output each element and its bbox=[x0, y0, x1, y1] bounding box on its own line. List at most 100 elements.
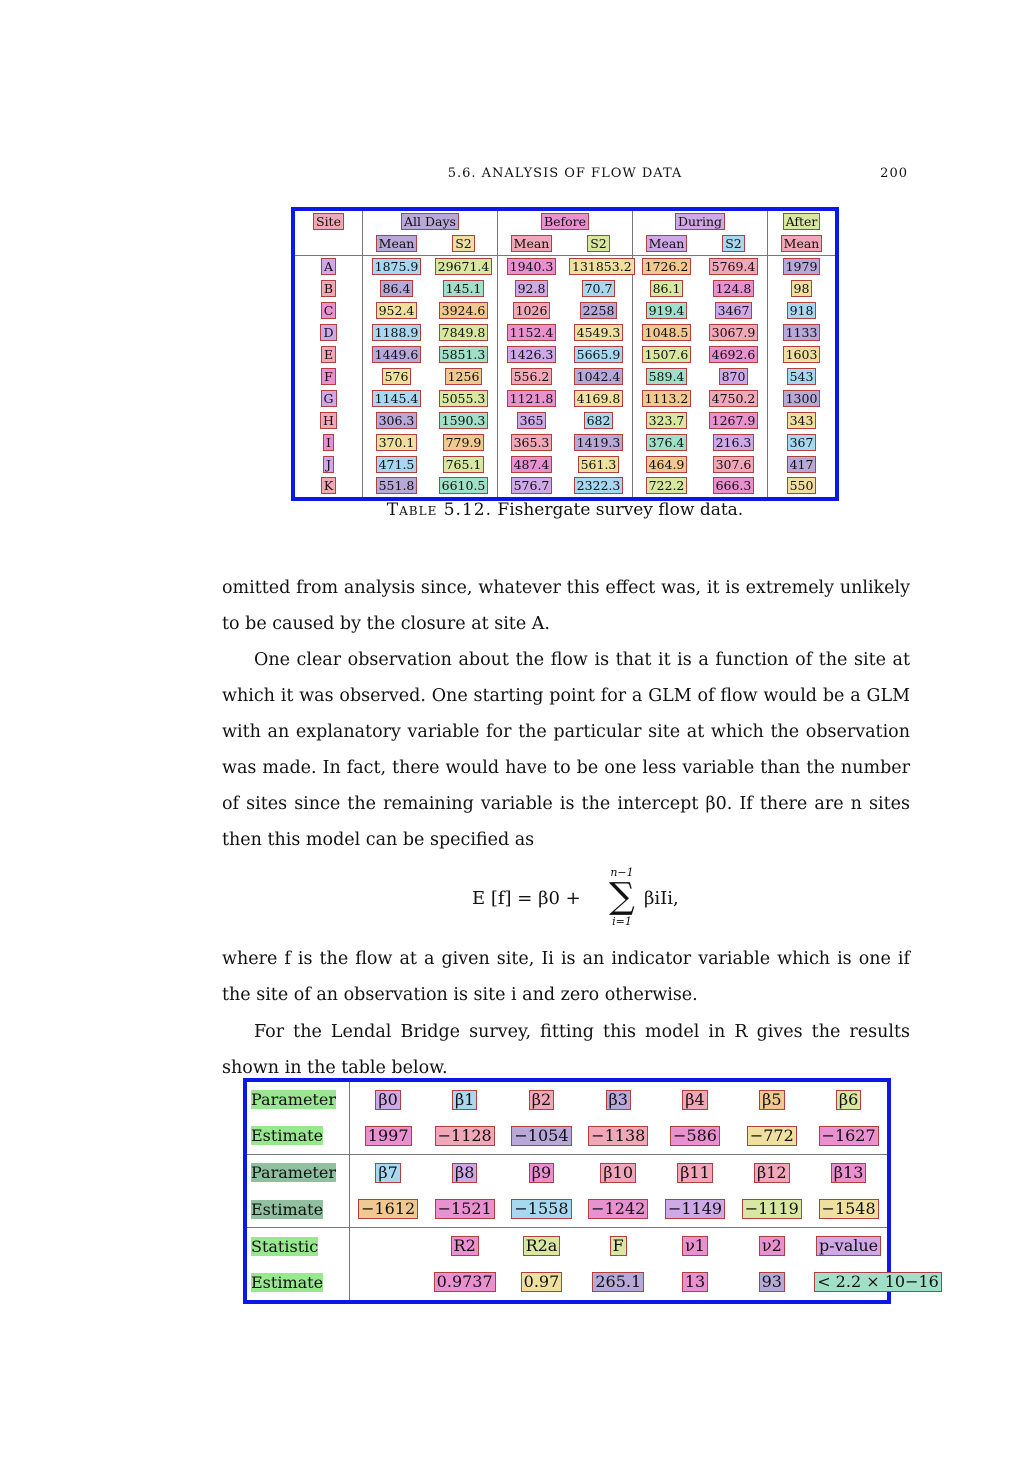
page-number: 200 bbox=[880, 166, 908, 181]
site-cell: I bbox=[295, 431, 363, 454]
value-cell: 1267.9 bbox=[700, 409, 768, 432]
value-cell: 4549.3 bbox=[565, 321, 633, 344]
value-cell: 1300 bbox=[768, 387, 836, 409]
value-cell: 1188.9 bbox=[363, 322, 431, 344]
stat-estimate-cell: 13 bbox=[657, 1264, 734, 1300]
sum-lower-limit: i=1 bbox=[612, 915, 632, 928]
value-cell: 6610.5 bbox=[430, 474, 498, 497]
flow-row: D 1188.9 7849.8 1152.4 4549.3 1048.5 3067.9 113… bbox=[295, 321, 836, 344]
equation-rhs: βiIi, bbox=[644, 888, 679, 909]
value-cell: 70.7 bbox=[565, 277, 633, 300]
value-cell: 5055.3 bbox=[430, 387, 498, 410]
sub-header-s2: S2 bbox=[700, 232, 768, 256]
value-cell: 2258 bbox=[565, 299, 633, 322]
sub-header-mean: Mean bbox=[497, 232, 565, 256]
value-cell: 343 bbox=[768, 409, 836, 431]
estimate-cell: −1054 bbox=[503, 1117, 580, 1155]
value-cell: 870 bbox=[700, 365, 768, 388]
row-label: Parameter bbox=[247, 1082, 350, 1118]
stat-cell: R2 bbox=[426, 1228, 503, 1265]
sum-upper-limit: n−1 bbox=[610, 866, 634, 879]
param-cell: β11 bbox=[657, 1154, 734, 1191]
flow-table: Site All Days Before During After Mean S… bbox=[295, 211, 835, 497]
value-cell: 306.3 bbox=[363, 409, 431, 431]
stat-cell: ν2 bbox=[733, 1228, 810, 1265]
value-cell: 376.4 bbox=[633, 431, 701, 453]
value-cell: 98 bbox=[768, 278, 836, 300]
value-cell: 145.1 bbox=[430, 277, 498, 300]
estimate-cell: −1627 bbox=[810, 1117, 887, 1155]
header-after: After bbox=[768, 211, 836, 233]
value-cell: 1133 bbox=[768, 322, 836, 344]
sub-header-mean: Mean bbox=[362, 232, 430, 256]
header-before: Before bbox=[497, 211, 633, 233]
value-cell: 556.2 bbox=[498, 365, 566, 387]
header-all-days: All Days bbox=[362, 211, 498, 233]
value-cell: 1145.4 bbox=[363, 387, 431, 409]
value-cell: 779.9 bbox=[430, 431, 498, 454]
value-cell: 124.8 bbox=[700, 277, 768, 300]
estimate-cell: 1997 bbox=[349, 1117, 427, 1155]
value-cell: 370.1 bbox=[363, 431, 431, 453]
value-cell: 3067.9 bbox=[700, 321, 768, 344]
flow-data-table: Site All Days Before During After Mean S… bbox=[291, 207, 839, 501]
flow-row: J 471.5 765.1 487.4 561.3 464.9 307.6 417 bbox=[295, 453, 835, 475]
value-cell: 216.3 bbox=[700, 431, 768, 454]
value-cell: 1256 bbox=[430, 365, 498, 388]
value-cell: 471.5 bbox=[363, 453, 431, 475]
estimate-cell: −772 bbox=[733, 1117, 811, 1155]
value-cell: 722.2 bbox=[633, 475, 701, 497]
paragraph-3: where f is the flow at a given site, Ii … bbox=[222, 949, 910, 1005]
table-caption: Table 5.12. Fishergate survey flow data. bbox=[222, 500, 908, 520]
value-cell: 918 bbox=[768, 300, 836, 322]
value-cell: 4692.6 bbox=[700, 343, 768, 366]
value-cell: 1726.2 bbox=[633, 255, 701, 277]
flow-row: F 576 1256 556.2 1042.4 589.4 870 543 bbox=[295, 365, 836, 388]
flow-row: A 1875.9 29671.4 1940.3 131853.2 1726.2 5769.4… bbox=[295, 255, 835, 278]
site-cell: D bbox=[295, 321, 363, 344]
value-cell: 131853.2 bbox=[565, 255, 635, 278]
value-cell: 1113.2 bbox=[633, 387, 701, 409]
estimate-cell: −1149 bbox=[656, 1190, 734, 1229]
value-cell: 1152.4 bbox=[498, 322, 566, 344]
value-cell: 1121.8 bbox=[498, 387, 566, 409]
value-cell: 543 bbox=[768, 365, 836, 387]
value-cell: 86.1 bbox=[633, 278, 701, 300]
value-cell: 550 bbox=[768, 475, 836, 497]
stat-estimate-cell: < 2.2 × 10−16 bbox=[810, 1264, 942, 1300]
value-cell: 589.4 bbox=[633, 365, 701, 387]
equation-lhs: E [f] = β0 + bbox=[472, 888, 581, 909]
param-cell: β6 bbox=[810, 1082, 887, 1118]
value-cell: 952.4 bbox=[363, 300, 431, 322]
value-cell: 1449.6 bbox=[363, 344, 431, 366]
value-cell: 1426.3 bbox=[498, 344, 566, 366]
paragraph-1: omitted from analysis since, whatever th… bbox=[222, 578, 910, 634]
glm-row-params-1: Parameter β0 β1 β2 β3 β4 β5 β6 bbox=[247, 1082, 887, 1118]
sub-header-blank bbox=[295, 232, 363, 256]
site-cell: H bbox=[295, 409, 363, 432]
value-cell: 3924.6 bbox=[430, 299, 498, 322]
estimate-cell: −1548 bbox=[810, 1190, 887, 1229]
value-cell: 4750.2 bbox=[700, 387, 768, 410]
value-cell: 682 bbox=[565, 409, 633, 432]
value-cell: 464.9 bbox=[633, 453, 701, 475]
value-cell: 417 bbox=[768, 453, 836, 475]
flow-row: B 86.4 145.1 92.8 70.7 86.1 124.8 98 bbox=[295, 277, 836, 300]
param-cell: β10 bbox=[580, 1154, 657, 1191]
value-cell: 666.3 bbox=[700, 474, 768, 497]
flow-row: H 306.3 1590.3 365 682 323.7 1267.9 343 bbox=[295, 409, 836, 432]
value-cell: 367 bbox=[768, 431, 836, 453]
value-cell: 7849.8 bbox=[430, 321, 498, 344]
value-cell: 86.4 bbox=[363, 278, 431, 300]
param-cell: β1 bbox=[426, 1082, 503, 1118]
sub-header-mean: Mean bbox=[767, 232, 835, 256]
value-cell: 2322.3 bbox=[565, 474, 633, 497]
site-cell: K bbox=[295, 474, 363, 497]
value-cell: 1875.9 bbox=[363, 255, 431, 277]
value-cell: 765.1 bbox=[430, 453, 498, 475]
caption-label: Table 5.12. bbox=[386, 500, 492, 520]
row-label: Estimate bbox=[247, 1264, 350, 1300]
value-cell: 1590.3 bbox=[430, 409, 498, 432]
stat-estimate-cell bbox=[350, 1264, 427, 1300]
sub-header-s2: S2 bbox=[430, 232, 498, 256]
